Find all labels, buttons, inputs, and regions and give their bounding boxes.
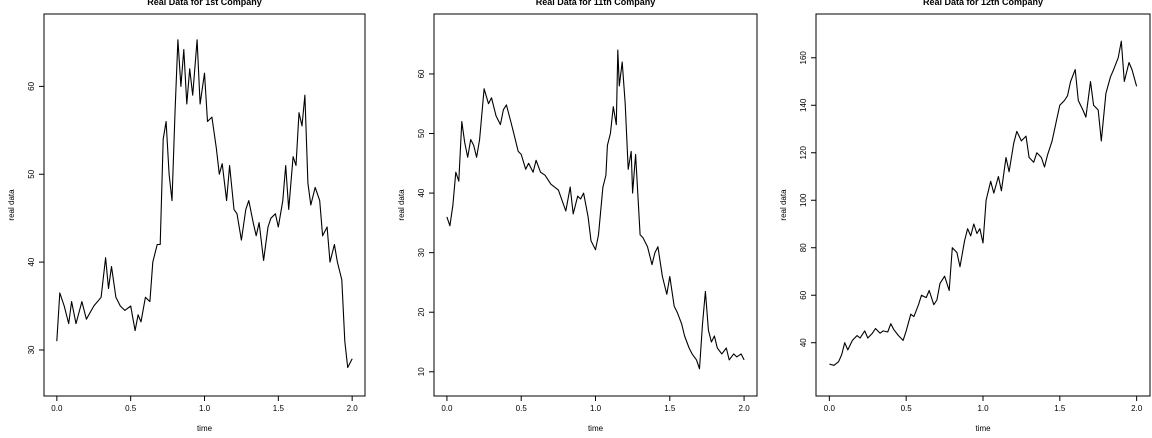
x-axis-label: time xyxy=(197,424,213,433)
x-axis-label: time xyxy=(588,424,604,433)
chart-title: Real Data for 11th Company xyxy=(536,0,656,7)
chart-panel-1: Real Data for 1st Company time real data 0.… xyxy=(7,0,366,433)
x-tick-label: 2.0 xyxy=(347,404,359,413)
y-tick-label: 60 xyxy=(27,81,36,90)
y-axis-label: real data xyxy=(779,189,788,221)
y-tick-label: 10 xyxy=(417,367,426,376)
y-tick-label: 50 xyxy=(27,169,36,178)
x-tick-label: 0.0 xyxy=(441,404,453,413)
x-tick-label: 0.5 xyxy=(901,404,913,413)
chart-title: Real Data for 1st Company xyxy=(147,0,262,7)
plot-frame xyxy=(43,13,366,397)
plot-frame xyxy=(815,13,1151,397)
y-tick-label: 30 xyxy=(27,345,36,354)
series-line xyxy=(829,40,1138,366)
x-tick-label: 0.0 xyxy=(824,404,836,413)
x-tick-label: 1.0 xyxy=(977,404,989,413)
y-axis-label: real data xyxy=(397,189,406,221)
x-tick-label: 1.0 xyxy=(199,404,211,413)
y-tick-label: 60 xyxy=(799,290,808,299)
y-tick-label: 120 xyxy=(799,146,808,160)
chart-panel-2: Real Data for 11th Company time real data 0… xyxy=(397,0,758,433)
y-tick-label: 40 xyxy=(799,338,808,347)
y-tick-label: 40 xyxy=(27,257,36,266)
x-tick-label: 2.0 xyxy=(739,404,751,413)
y-tick-label: 160 xyxy=(799,51,808,65)
x-axis-label: time xyxy=(975,424,991,433)
x-tick-label: 1.5 xyxy=(273,404,285,413)
y-tick-label: 30 xyxy=(417,248,426,257)
x-tick-label: 0.0 xyxy=(51,404,63,413)
y-tick-label: 20 xyxy=(417,307,426,316)
x-tick-label: 0.5 xyxy=(516,404,528,413)
x-tick-label: 0.5 xyxy=(125,404,137,413)
y-axis-label: real data xyxy=(7,189,16,221)
y-tick-label: 80 xyxy=(799,243,808,252)
x-tick-label: 2.0 xyxy=(1131,404,1143,413)
x-tick-label: 1.5 xyxy=(1054,404,1066,413)
y-tick-label: 100 xyxy=(799,193,808,207)
chart-title: Real Data for 12th Company xyxy=(923,0,1043,7)
plot-frame xyxy=(433,13,758,397)
y-tick-label: 50 xyxy=(417,129,426,138)
x-tick-label: 1.0 xyxy=(590,404,602,413)
chart-panel-3: Real Data for 12th Company time real data 0… xyxy=(779,0,1151,433)
y-tick-label: 40 xyxy=(417,188,426,197)
series-line xyxy=(56,39,353,369)
y-tick-label: 60 xyxy=(417,69,426,78)
y-tick-label: 140 xyxy=(799,98,808,112)
series-line xyxy=(446,49,745,370)
x-tick-label: 1.5 xyxy=(664,404,676,413)
